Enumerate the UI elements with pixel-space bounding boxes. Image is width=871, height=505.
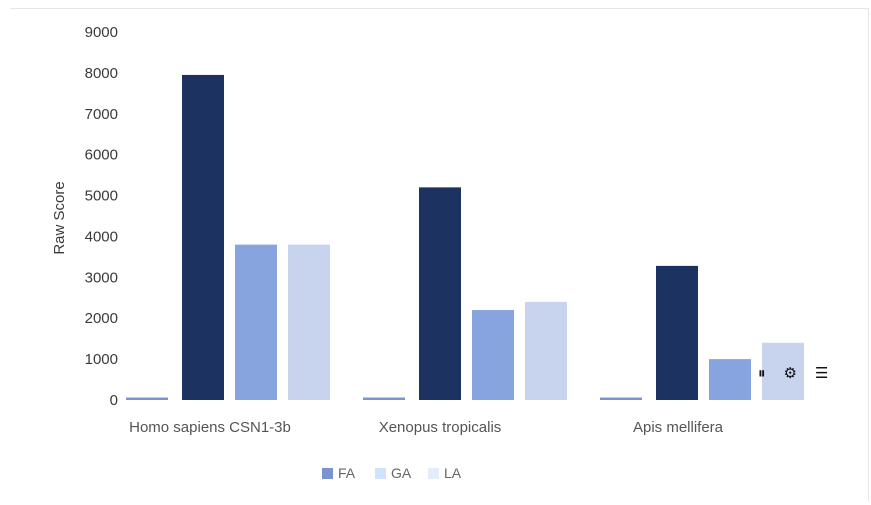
bar[interactable] [600,397,642,400]
bar[interactable] [762,342,804,400]
y-tick-label: 1000 [85,351,118,368]
bar[interactable] [709,359,751,400]
y-tick-label: 8000 [85,65,118,82]
bar[interactable] [126,397,168,400]
menu-icon[interactable]: ☰ [814,364,829,382]
y-tick-label: 3000 [85,269,118,286]
y-tick-label: 5000 [85,188,118,205]
y-tick-label: 7000 [85,106,118,123]
x-tick-label: Apis mellifera [633,419,724,436]
x-tick-label: Homo sapiens CSN1-3b [129,419,291,436]
y-tick-label: 0 [110,392,118,409]
bar[interactable] [656,265,698,400]
pause-icon[interactable]: ⏸ [758,364,766,382]
bar[interactable] [235,244,277,400]
x-tick-label: Xenopus tropicalis [379,419,502,436]
legend-swatch [428,468,439,479]
x-axis: Homo sapiens CSN1-3b Xenopus tropicalis Ap… [129,419,724,436]
bar[interactable] [182,74,224,400]
legend-swatch [322,468,333,479]
bar[interactable] [363,397,405,400]
legend-swatch [375,468,386,479]
settings-icon[interactable]: ⚙ [783,364,797,382]
chart-frame [10,8,869,501]
bar[interactable] [288,244,330,400]
y-tick-label: 4000 [85,228,118,245]
bars [126,74,804,400]
legend: FA GA LA [322,465,462,481]
bar[interactable] [419,187,461,400]
y-axis: 0 1000 2000 3000 4000 5000 6000 7000 8000 9000 [85,24,118,409]
y-tick-label: 9000 [85,24,118,41]
y-tick-label: 6000 [85,147,118,164]
legend-label[interactable]: FA [338,465,356,481]
bar[interactable] [472,310,514,400]
y-tick-label: 2000 [85,310,118,327]
legend-label[interactable]: GA [391,465,412,481]
bar[interactable] [525,301,567,400]
y-axis-title: Raw Score [51,181,68,254]
playback-controls: ⏸ ⚙ ☰ [758,364,828,382]
legend-label[interactable]: LA [444,465,462,481]
